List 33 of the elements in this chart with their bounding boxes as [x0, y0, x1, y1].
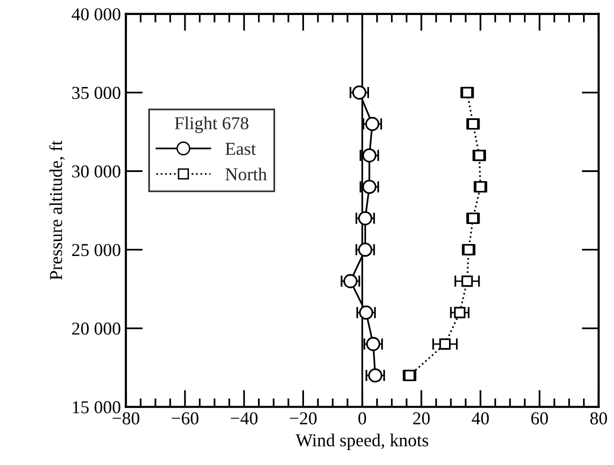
point [362, 148, 376, 162]
point [366, 336, 380, 352]
x-axis-title: Wind speed, knots [296, 434, 428, 450]
point [454, 306, 466, 318]
legend-label: North [225, 168, 267, 180]
x-tick-label: 20 [413, 412, 430, 424]
y-tick-label: 35 000 [72, 86, 120, 99]
point [343, 274, 358, 288]
point [439, 338, 451, 350]
legend-label: East [225, 142, 256, 155]
y-tick-label: 30 000 [72, 165, 120, 178]
point [352, 85, 366, 100]
point [358, 242, 372, 257]
x-tick-label: −20 [290, 412, 317, 424]
x-tick-label: 60 [531, 412, 548, 424]
x-tick-label: 80 [590, 412, 607, 424]
y-tick-label: 25 000 [72, 244, 120, 256]
point [362, 180, 376, 194]
legend-title: Flight 678 [174, 116, 248, 134]
x-tick-label: −40 [230, 412, 258, 424]
x-tick-label: 0 [358, 412, 366, 424]
y-tick-label: 20 000 [72, 322, 120, 335]
point [359, 305, 374, 320]
point [368, 368, 382, 383]
point [365, 116, 380, 132]
point [461, 275, 473, 287]
y-tick-label: 15 000 [72, 401, 120, 414]
x-tick-label: 40 [472, 412, 489, 424]
point [358, 211, 372, 226]
x-tick-label: −60 [172, 412, 198, 424]
y-tick-label: 40 000 [72, 8, 120, 20]
x-tick-label: −80 [112, 412, 140, 424]
y-axis-title: Pressure altitude, ft [49, 140, 65, 280]
